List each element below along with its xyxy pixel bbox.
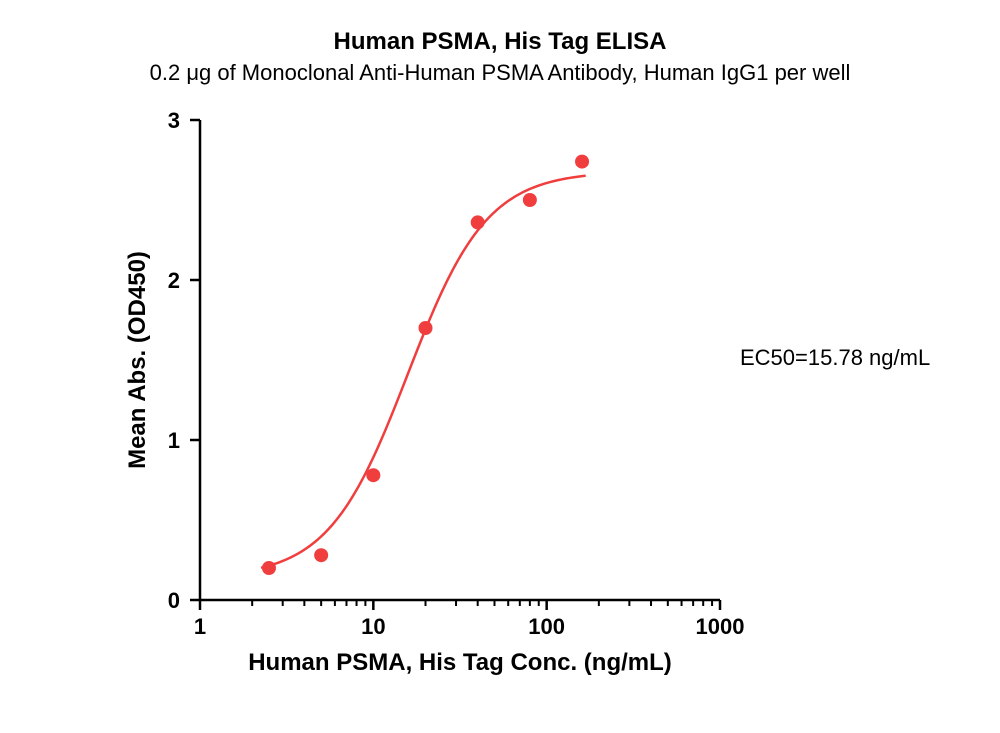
chart-subtitle: 0.2 μg of Monoclonal Anti-Human PSMA Ant… bbox=[0, 60, 1000, 86]
data-point bbox=[262, 561, 276, 575]
plot-area: 11010010000123Human PSMA, His Tag Conc. … bbox=[170, 120, 930, 600]
x-tick-label: 100 bbox=[528, 614, 565, 639]
data-point bbox=[419, 321, 433, 335]
y-tick-label: 0 bbox=[168, 588, 180, 613]
chart-container: Human PSMA, His Tag ELISA 0.2 μg of Mono… bbox=[0, 0, 1000, 733]
x-tick-label: 10 bbox=[361, 614, 385, 639]
x-tick-label: 1000 bbox=[696, 614, 745, 639]
x-axis-label: Human PSMA, His Tag Conc. (ng/mL) bbox=[248, 649, 672, 676]
data-point bbox=[471, 215, 485, 229]
chart-title: Human PSMA, His Tag ELISA bbox=[0, 28, 1000, 56]
ec50-annotation: EC50=15.78 ng/mL bbox=[740, 345, 930, 370]
y-tick-label: 3 bbox=[168, 108, 180, 133]
data-point bbox=[523, 193, 537, 207]
title-block: Human PSMA, His Tag ELISA 0.2 μg of Mono… bbox=[0, 28, 1000, 86]
x-tick-label: 1 bbox=[194, 614, 206, 639]
fitted-curve bbox=[261, 176, 586, 568]
data-point bbox=[314, 548, 328, 562]
data-point bbox=[575, 155, 589, 169]
y-tick-label: 2 bbox=[168, 268, 180, 293]
y-tick-label: 1 bbox=[168, 428, 180, 453]
data-point bbox=[366, 468, 380, 482]
y-axis-label: Mean Abs. (OD450) bbox=[124, 251, 151, 469]
chart-svg: 11010010000123Human PSMA, His Tag Conc. … bbox=[170, 120, 930, 600]
